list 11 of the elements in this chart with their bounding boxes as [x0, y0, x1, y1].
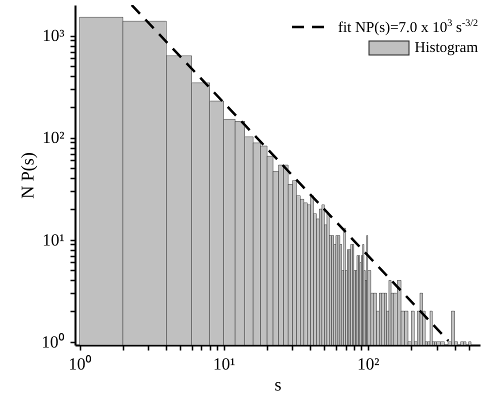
- y-tick-label: 10³: [42, 26, 64, 46]
- y-tick-label: 10²: [42, 128, 64, 148]
- y-tick-label: 10⁰: [42, 332, 64, 352]
- x-tick-label: 10²: [357, 354, 380, 374]
- x-tick-label: 10¹: [213, 354, 236, 374]
- y-axis-title: N P(s): [18, 152, 38, 199]
- legend-label: Histogram: [414, 39, 478, 58]
- x-tick-label: 10⁰: [68, 354, 92, 374]
- legend-label: fit NP(s)=7.0 x 10$^{3}$ s$^{-3/2}$: [338, 17, 478, 38]
- y-tick-label: 10¹: [42, 230, 64, 250]
- x-axis-title: s: [274, 374, 282, 394]
